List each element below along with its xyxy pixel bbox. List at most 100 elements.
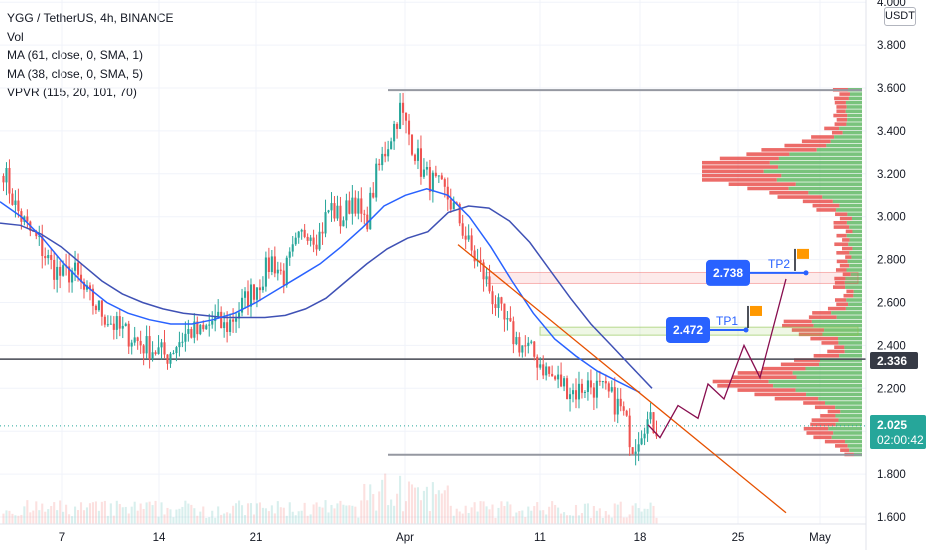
volume-bar bbox=[124, 506, 127, 524]
vpvr-up-bar bbox=[819, 362, 862, 367]
candle-body bbox=[202, 324, 205, 330]
volume-bar bbox=[637, 508, 640, 524]
vpvr-up-bar bbox=[847, 118, 862, 122]
volume-bar bbox=[184, 500, 187, 524]
price-tick-label: 1.800 bbox=[877, 469, 906, 481]
volume-bar bbox=[431, 482, 434, 524]
vpvr-down-bar bbox=[843, 293, 854, 298]
volume-bar bbox=[351, 505, 354, 524]
volume-bar bbox=[282, 507, 285, 524]
candle-body bbox=[112, 323, 115, 330]
volume-bar bbox=[631, 505, 634, 524]
volume-bar bbox=[610, 517, 613, 524]
candle-body bbox=[97, 300, 100, 311]
candle-body bbox=[232, 319, 235, 322]
candle-body bbox=[440, 175, 443, 180]
symbol-title[interactable]: YGG / TetherUS, 4h, BINANCE bbox=[7, 11, 174, 25]
volume-bar bbox=[422, 490, 425, 524]
candle-body bbox=[631, 447, 634, 454]
vpvr-up-bar bbox=[834, 135, 862, 139]
volume-bar bbox=[419, 500, 422, 524]
volume-bar bbox=[327, 512, 330, 524]
volume-bar bbox=[449, 505, 452, 524]
vpvr-down-bar bbox=[836, 302, 849, 307]
candle-body bbox=[2, 175, 5, 183]
vpvr-down-bar bbox=[842, 238, 850, 242]
vpvr-down-bar bbox=[836, 118, 848, 122]
candle-body bbox=[577, 383, 581, 400]
vpvr-up-bar bbox=[835, 414, 862, 418]
svg-text:2.025: 2.025 bbox=[877, 418, 907, 432]
vpvr-up-bar bbox=[816, 148, 862, 152]
volume-bar bbox=[5, 510, 8, 524]
volume-bar bbox=[232, 505, 235, 524]
volume-bar bbox=[85, 507, 89, 524]
legend-ma-38[interactable]: MA (38, close, 0, SMA, 5) bbox=[7, 66, 144, 81]
volume-bar bbox=[175, 509, 178, 524]
candle-body bbox=[500, 297, 503, 304]
volume-bar bbox=[354, 506, 357, 524]
volume-bar bbox=[512, 516, 515, 524]
volume-bar bbox=[604, 511, 607, 524]
volume-bar bbox=[26, 500, 29, 524]
volume-bar bbox=[536, 502, 539, 524]
volume-bar bbox=[190, 504, 193, 524]
volume-bar bbox=[255, 503, 258, 524]
volume-bar bbox=[363, 483, 366, 524]
candle-body bbox=[428, 167, 431, 192]
legend-volume[interactable]: Vol bbox=[7, 29, 24, 44]
volume-bar bbox=[172, 517, 175, 524]
candle-body bbox=[160, 342, 163, 348]
candle-body bbox=[604, 381, 607, 384]
volume-bar bbox=[369, 484, 372, 524]
vpvr-down-bar bbox=[702, 165, 779, 169]
volume-bar bbox=[285, 515, 288, 524]
candle-body bbox=[151, 352, 154, 360]
candle-body bbox=[169, 353, 172, 364]
time-tick-label: May bbox=[809, 532, 831, 544]
vpvr-up-bar bbox=[845, 276, 862, 281]
volume-bar bbox=[133, 501, 136, 524]
volume-bar bbox=[342, 504, 345, 524]
candle-body bbox=[157, 347, 160, 354]
vpvr-down-bar bbox=[835, 444, 848, 448]
candle-body bbox=[255, 287, 258, 300]
vpvr-up-bar bbox=[846, 233, 862, 238]
target-dot bbox=[743, 327, 749, 333]
vpvr-up-bar bbox=[849, 238, 862, 242]
vpvr-down-bar bbox=[801, 139, 831, 144]
volume-bar bbox=[345, 505, 348, 524]
volume-bar bbox=[458, 511, 461, 524]
candle-body bbox=[574, 390, 578, 400]
vpvr-down-bar bbox=[834, 122, 847, 126]
vpvr-down-bar bbox=[810, 336, 839, 341]
candle-body bbox=[336, 205, 339, 219]
price-tick-label: 3.200 bbox=[877, 169, 906, 181]
volume-bar bbox=[235, 503, 238, 524]
candle-body bbox=[59, 266, 62, 276]
time-tick-label: 14 bbox=[153, 532, 166, 544]
volume-bar bbox=[622, 517, 625, 524]
legend-ma-61[interactable]: MA (61, close, 0, SMA, 1) bbox=[7, 48, 144, 62]
volume-bar bbox=[467, 513, 470, 524]
candle-body bbox=[461, 223, 464, 236]
currency-button[interactable]: USDT bbox=[884, 7, 916, 26]
candle-body bbox=[494, 304, 497, 308]
candle-body bbox=[566, 378, 569, 400]
candle-body bbox=[249, 284, 253, 307]
vpvr-up-bar bbox=[838, 341, 862, 345]
vpvr-down-bar bbox=[827, 409, 841, 414]
vpvr-up-bar bbox=[838, 336, 862, 341]
vpvr-down-bar bbox=[808, 315, 837, 319]
vpvr-up-bar bbox=[851, 255, 862, 259]
vpvr-down-bar bbox=[840, 448, 850, 452]
volume-bar bbox=[443, 490, 446, 524]
volume-bar bbox=[279, 507, 282, 524]
candle-body bbox=[145, 336, 148, 354]
target-dot bbox=[803, 270, 809, 276]
last-price-tag: 2.025 02:00:42 bbox=[870, 415, 926, 449]
vpvr-up-bar bbox=[840, 409, 862, 414]
candle-body bbox=[339, 205, 342, 227]
vpvr-down-bar bbox=[754, 392, 807, 397]
